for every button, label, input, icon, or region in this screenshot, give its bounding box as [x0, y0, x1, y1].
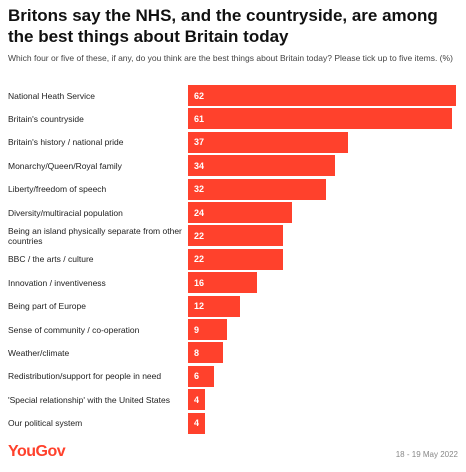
category-label: Being an island physically separate from…: [8, 225, 182, 246]
category-label: Britain's history / national pride: [8, 137, 124, 148]
yougov-logo: YouGov: [8, 443, 66, 460]
category-label: Sense of community / co-operation: [8, 324, 140, 335]
data-label: 8: [194, 347, 200, 358]
category-label: Monarchy/Queen/Royal family: [8, 160, 122, 171]
data-label: 61: [194, 113, 205, 124]
data-label: 4: [194, 394, 200, 405]
bar: 16: [188, 272, 258, 294]
bar: 62: [188, 85, 456, 106]
category-label: Being part of Europe: [8, 301, 86, 312]
bar: 6: [188, 365, 214, 387]
bar: 8: [188, 342, 223, 364]
data-label: 12: [194, 301, 205, 312]
category-label: Redistribution/support for people in nee…: [8, 371, 162, 382]
data-label: 4: [194, 418, 200, 429]
data-label: 22: [194, 230, 205, 241]
bar: 4: [188, 389, 206, 411]
bar: 22: [188, 248, 284, 270]
bar: 37: [188, 131, 348, 153]
bar: 12: [188, 295, 240, 317]
data-label: 34: [194, 160, 205, 171]
category-label: Our political system: [8, 418, 83, 429]
bar: 32: [188, 178, 327, 200]
bar: 24: [188, 202, 292, 223]
data-label: 16: [194, 277, 205, 288]
category-label: Weather/climate: [8, 347, 70, 358]
category-label: National Heath Service: [8, 90, 95, 101]
data-label: 62: [194, 90, 205, 101]
data-label: 9: [194, 324, 200, 335]
data-label: 32: [194, 184, 205, 195]
category-label: Innovation / inventiveness: [8, 277, 106, 288]
chart-subtitle: Which four or five of these, if any, do …: [8, 53, 453, 63]
bar: 9: [188, 319, 227, 340]
category-label: 'Special relationship' with the United S…: [8, 394, 171, 405]
data-label: 37: [194, 137, 205, 148]
survey-date: 18 - 19 May 2022: [395, 450, 458, 459]
data-label: 24: [194, 207, 205, 218]
data-label: 22: [194, 254, 205, 265]
chart-title: Britons say the NHS, and the countryside…: [8, 6, 438, 46]
bar: 4: [188, 412, 206, 434]
category-label: BBC / the arts / culture: [8, 254, 94, 265]
bar: 22: [188, 225, 284, 247]
category-label: Britain's countryside: [8, 113, 84, 124]
bar: 34: [188, 155, 335, 177]
bar: 61: [188, 108, 452, 130]
data-label: 6: [194, 371, 200, 382]
category-label: Diversity/multiracial population: [8, 207, 123, 218]
category-label: Liberty/freedom of speech: [8, 184, 107, 195]
